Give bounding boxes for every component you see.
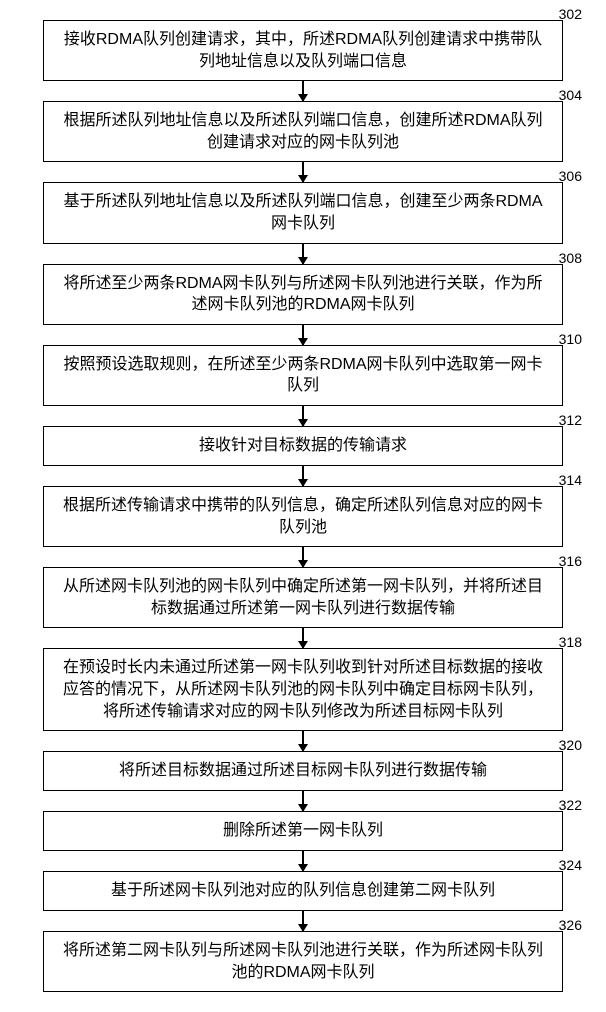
flowchart-step: 306基于所述队列地址信息以及所述队列端口信息，创建至少两条RDMA网卡队列 [20,182,586,243]
step-number: 326 [559,917,582,933]
step-number: 322 [559,797,582,813]
step-text: 基于所述网卡队列池对应的队列信息创建第二网卡队列 [111,880,495,902]
step-text: 将所述目标数据通过所述目标网卡队列进行数据传输 [119,760,487,782]
flowchart-step: 308将所述至少两条RDMA网卡队列与所述网卡队列池进行关联，作为所述网卡队列池… [20,264,586,325]
flow-arrow [302,791,304,811]
flowchart-step: 326将所述第二网卡队列与所述网卡队列池进行关联，作为所述网卡队列池的RDMA网… [20,931,586,992]
step-box: 基于所述队列地址信息以及所述队列端口信息，创建至少两条RDMA网卡队列 [43,182,563,243]
step-box: 将所述至少两条RDMA网卡队列与所述网卡队列池进行关联，作为所述网卡队列池的RD… [43,264,563,325]
flowchart-step: 312接收针对目标数据的传输请求 [20,426,586,466]
flowchart-step: 304根据所述队列地址信息以及所述队列端口信息，创建所述RDMA队列创建请求对应… [20,101,586,162]
step-text: 根据所述传输请求中携带的队列信息，确定所述队列信息对应的网卡队列池 [56,495,550,538]
step-box: 按照预设选取规则，在所述至少两条RDMA网卡队列中选取第一网卡队列 [43,345,563,406]
step-text: 接收RDMA队列创建请求，其中，所述RDMA队列创建请求中携带队列地址信息以及队… [56,29,550,72]
flow-arrow [302,851,304,871]
step-text: 删除所述第一网卡队列 [223,820,383,842]
flow-arrow [302,911,304,931]
step-number: 306 [559,168,582,184]
step-number: 312 [559,412,582,428]
step-box: 接收针对目标数据的传输请求 [43,426,563,466]
step-text: 将所述第二网卡队列与所述网卡队列池进行关联，作为所述网卡队列池的RDMA网卡队列 [56,940,550,983]
step-box: 基于所述网卡队列池对应的队列信息创建第二网卡队列 [43,871,563,911]
step-number: 310 [559,331,582,347]
flow-arrow [302,406,304,426]
step-box: 在预设时长内未通过所述第一网卡队列收到针对所述目标数据的接收应答的情况下，从所述… [43,648,563,731]
step-box: 接收RDMA队列创建请求，其中，所述RDMA队列创建请求中携带队列地址信息以及队… [43,20,563,81]
flowchart-step: 302接收RDMA队列创建请求，其中，所述RDMA队列创建请求中携带队列地址信息… [20,20,586,81]
flow-arrow [302,628,304,648]
step-text: 在预设时长内未通过所述第一网卡队列收到针对所述目标数据的接收应答的情况下，从所述… [56,657,550,722]
step-box: 根据所述队列地址信息以及所述队列端口信息，创建所述RDMA队列创建请求对应的网卡… [43,101,563,162]
step-number: 304 [559,87,582,103]
flowchart-step: 322删除所述第一网卡队列 [20,811,586,851]
step-box: 从所述网卡队列池的网卡队列中确定所述第一网卡队列，并将所述目标数据通过所述第一网… [43,567,563,628]
step-text: 基于所述队列地址信息以及所述队列端口信息，创建至少两条RDMA网卡队列 [56,191,550,234]
step-number: 308 [559,250,582,266]
step-box: 将所述目标数据通过所述目标网卡队列进行数据传输 [43,751,563,791]
step-text: 接收针对目标数据的传输请求 [199,435,407,457]
step-box: 删除所述第一网卡队列 [43,811,563,851]
flow-arrow [302,731,304,751]
step-number: 316 [559,553,582,569]
flow-arrow [302,244,304,264]
flowchart-step: 318在预设时长内未通过所述第一网卡队列收到针对所述目标数据的接收应答的情况下，… [20,648,586,731]
flowchart-step: 316从所述网卡队列池的网卡队列中确定所述第一网卡队列，并将所述目标数据通过所述… [20,567,586,628]
step-text: 根据所述队列地址信息以及所述队列端口信息，创建所述RDMA队列创建请求对应的网卡… [56,110,550,153]
flowchart-step: 310按照预设选取规则，在所述至少两条RDMA网卡队列中选取第一网卡队列 [20,345,586,406]
step-text: 将所述至少两条RDMA网卡队列与所述网卡队列池进行关联，作为所述网卡队列池的RD… [56,273,550,316]
flowchart-container: 302接收RDMA队列创建请求，其中，所述RDMA队列创建请求中携带队列地址信息… [20,20,586,992]
step-number: 314 [559,472,582,488]
step-text: 从所述网卡队列池的网卡队列中确定所述第一网卡队列，并将所述目标数据通过所述第一网… [56,576,550,619]
step-box: 将所述第二网卡队列与所述网卡队列池进行关联，作为所述网卡队列池的RDMA网卡队列 [43,931,563,992]
step-number: 324 [559,857,582,873]
flow-arrow [302,466,304,486]
flow-arrow [302,325,304,345]
flowchart-step: 324基于所述网卡队列池对应的队列信息创建第二网卡队列 [20,871,586,911]
flowchart-step: 320将所述目标数据通过所述目标网卡队列进行数据传输 [20,751,586,791]
flow-arrow [302,547,304,567]
step-number: 320 [559,737,582,753]
step-number: 302 [559,6,582,22]
step-text: 按照预设选取规则，在所述至少两条RDMA网卡队列中选取第一网卡队列 [56,354,550,397]
flow-arrow [302,162,304,182]
flow-arrow [302,81,304,101]
flowchart-step: 314根据所述传输请求中携带的队列信息，确定所述队列信息对应的网卡队列池 [20,486,586,547]
step-number: 318 [559,634,582,650]
step-box: 根据所述传输请求中携带的队列信息，确定所述队列信息对应的网卡队列池 [43,486,563,547]
